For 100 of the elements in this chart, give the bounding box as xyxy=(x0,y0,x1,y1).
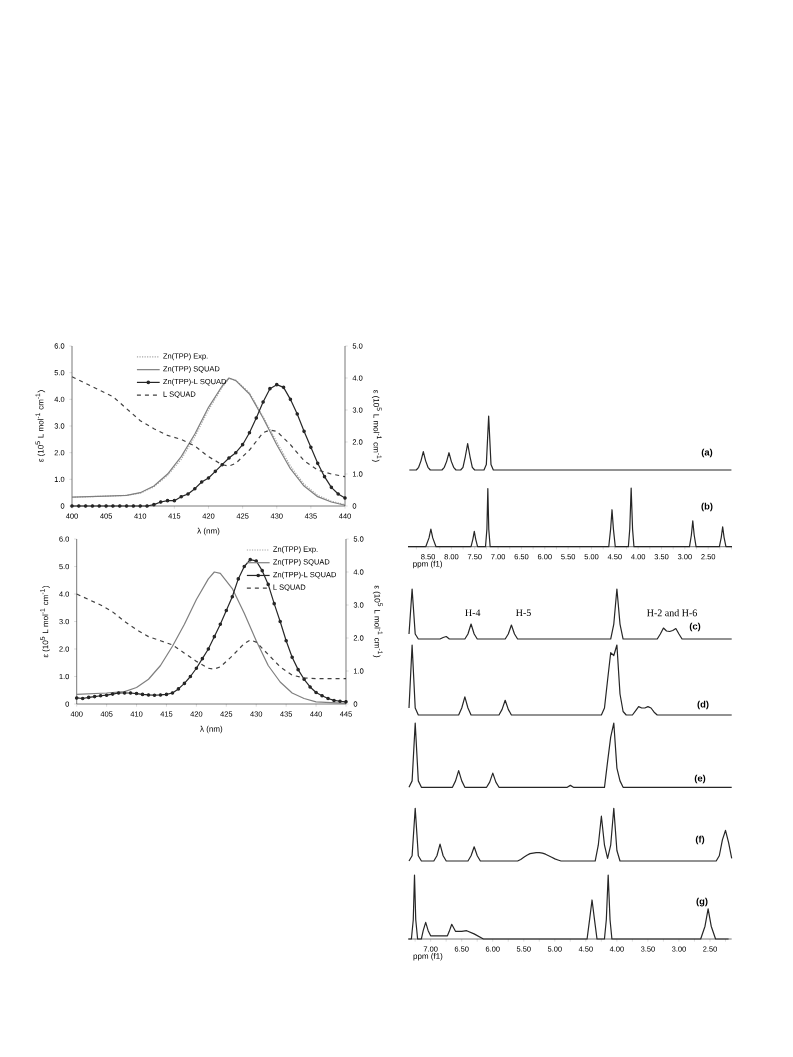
point xyxy=(104,504,108,508)
point xyxy=(97,504,102,508)
point xyxy=(131,504,136,508)
point xyxy=(261,400,265,404)
point xyxy=(110,692,115,696)
point xyxy=(74,696,79,700)
point xyxy=(182,681,187,686)
point xyxy=(158,693,163,697)
point xyxy=(296,667,300,672)
point xyxy=(274,382,279,387)
point xyxy=(284,638,288,643)
point xyxy=(281,385,286,390)
point xyxy=(134,691,139,696)
x-axis-title: λ (nm) xyxy=(197,527,220,536)
point xyxy=(116,691,121,695)
point xyxy=(230,594,235,599)
point xyxy=(200,656,205,661)
point xyxy=(295,412,300,416)
point xyxy=(138,504,143,508)
point xyxy=(199,480,204,484)
point xyxy=(224,608,229,613)
point xyxy=(329,485,334,490)
point xyxy=(320,693,324,698)
text: (c) xyxy=(689,622,701,632)
point xyxy=(83,504,88,508)
point xyxy=(227,456,231,460)
point xyxy=(220,462,224,467)
point xyxy=(236,577,241,581)
point xyxy=(248,557,253,562)
y2-axis-title: ε (10$^{5}$ L mol$^{-1}$ cm$^{-1}$) xyxy=(371,390,382,462)
point xyxy=(193,486,197,491)
point xyxy=(176,687,181,691)
point xyxy=(314,690,318,695)
point xyxy=(98,693,103,698)
text: (a) xyxy=(701,448,713,458)
point xyxy=(124,504,129,508)
point xyxy=(240,442,245,447)
point xyxy=(322,474,327,479)
point xyxy=(77,504,81,508)
point xyxy=(117,504,122,508)
point xyxy=(309,445,313,450)
point xyxy=(206,647,211,651)
point xyxy=(266,582,270,587)
y2-axis-title: ε (10$^{5}$ L mol$^{-1}$ cm$^{-1}$) xyxy=(372,585,383,658)
point xyxy=(146,693,151,697)
x-axis-title: ppm (f1) xyxy=(413,560,442,569)
annotation: H-5 xyxy=(516,609,531,617)
point xyxy=(172,498,177,503)
x-axis-title: ppm (f1) xyxy=(413,953,443,961)
point xyxy=(234,450,238,455)
point xyxy=(140,692,145,697)
annotation: H-2 and H-6 xyxy=(647,609,697,617)
y-axis-title: ε (10$^{5}$ L mol$^{-1}$ cm$^{-1}$) xyxy=(35,390,46,462)
point xyxy=(111,504,115,508)
point xyxy=(302,677,306,682)
point xyxy=(92,694,97,699)
point xyxy=(315,461,320,466)
point xyxy=(218,622,223,627)
point xyxy=(164,692,169,697)
point xyxy=(158,500,163,504)
text: (b) xyxy=(701,502,713,512)
point xyxy=(288,397,293,402)
point xyxy=(212,634,217,639)
point xyxy=(188,674,193,679)
x-axis-title: λ (nm) xyxy=(200,725,223,734)
point xyxy=(194,666,199,671)
point xyxy=(308,685,312,689)
point xyxy=(165,498,170,503)
point xyxy=(272,601,276,606)
text: (d) xyxy=(697,700,709,710)
point xyxy=(128,691,133,695)
point xyxy=(326,696,330,701)
point xyxy=(206,476,211,480)
point xyxy=(186,492,190,496)
point xyxy=(145,504,149,508)
point xyxy=(268,386,272,391)
point xyxy=(179,494,183,499)
point xyxy=(213,469,218,474)
text: (e) xyxy=(694,774,706,784)
point xyxy=(302,429,306,434)
point xyxy=(254,416,259,420)
point xyxy=(104,693,109,698)
point xyxy=(122,691,127,695)
point xyxy=(80,696,85,701)
text: (g) xyxy=(696,897,708,907)
point xyxy=(90,504,95,508)
y-axis-title: ε (10$^{5}$ L mol$^{-1}$ cm$^{-1}$) xyxy=(40,585,50,658)
point xyxy=(338,699,342,704)
point xyxy=(170,691,175,695)
point xyxy=(260,568,265,573)
annotation: H-4 xyxy=(465,609,481,616)
point xyxy=(332,698,336,703)
point xyxy=(290,655,294,660)
point xyxy=(336,492,340,496)
text: (f) xyxy=(695,835,705,845)
point xyxy=(242,564,247,569)
point xyxy=(86,695,91,700)
point xyxy=(152,502,156,507)
point xyxy=(70,504,74,508)
point xyxy=(247,430,252,435)
